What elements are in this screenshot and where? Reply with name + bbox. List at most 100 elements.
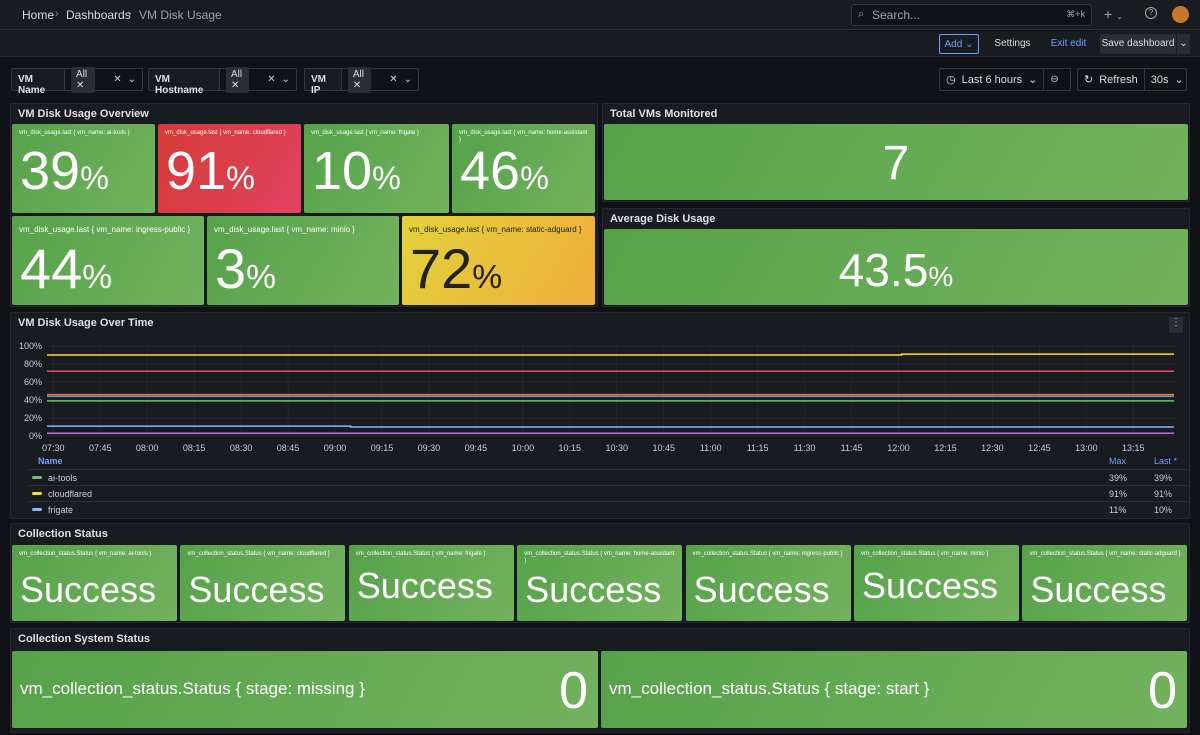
collection-status-stat[interactable]: vm_collection_status.Status { vm_name: s… [1022, 545, 1188, 621]
stat-value: 46 [460, 141, 521, 201]
legend-item[interactable]: frigate 11% 10% [28, 501, 1188, 517]
x-tick-label: 11:45 [841, 443, 863, 453]
exit-edit-button[interactable]: Exit edit [1050, 38, 1087, 49]
collection-status-stat[interactable]: vm_collection_status.Status { vm_name: m… [854, 545, 1019, 621]
disk-usage-stat[interactable]: vm_disk_usage.last { vm_name: ai-tools }… [12, 124, 155, 213]
search-icon: ⌕ [858, 8, 865, 20]
x-tick-label: 10:45 [652, 443, 675, 453]
search-shortcut: ⌘+k [1066, 9, 1085, 19]
breadcrumb-separator: › [128, 8, 132, 20]
refresh-interval-select[interactable]: 30s ⌄ [1143, 69, 1190, 90]
stat-label: vm_collection_status.Status { stage: sta… [609, 679, 930, 698]
zoom-out-icon[interactable]: ⊖ [1043, 69, 1064, 90]
stat-label: vm_collection_status.Status { vm_name: i… [692, 551, 843, 557]
collection-status-stat[interactable]: vm_collection_status.Status { vm_name: a… [12, 545, 177, 621]
panel-title: Total VMs Monitored [610, 108, 718, 120]
x-tick-label: 13:00 [1075, 443, 1098, 453]
panel-menu-icon[interactable]: ⋮ [1169, 317, 1183, 333]
disk-usage-stat[interactable]: vm_disk_usage.last { vm_name: cloudflare… [158, 124, 301, 213]
search-input[interactable]: ⌕ Search... ⌘+k [851, 4, 1092, 26]
stat-value: 0 [559, 662, 588, 720]
collection-status-stat[interactable]: vm_collection_status.Status { vm_name: c… [180, 545, 346, 621]
collection-status-stat[interactable]: vm_collection_status.Status { vm_name: i… [685, 545, 851, 621]
legend-max: 39% [1109, 473, 1128, 483]
variable-select[interactable]: VM Hostname All ✕ ✕ ⌄ [148, 66, 297, 96]
legend-header-last[interactable]: Last * [1154, 456, 1178, 466]
add-button[interactable]: Add ⌄ [939, 34, 979, 54]
save-options-chevron-icon[interactable]: ⌄ [1177, 34, 1190, 54]
legend-header-name[interactable]: Name [38, 456, 63, 466]
x-tick-label: 12:30 [981, 443, 1004, 453]
avatar[interactable] [1172, 6, 1189, 23]
help-icon[interactable]: ? [1145, 7, 1157, 19]
y-tick-label: 20% [24, 413, 42, 423]
time-range-picker[interactable]: ◷ Last 6 hours ⌄ ⊖ [939, 68, 1071, 91]
refresh-button[interactable]: ↻ Refresh [1078, 69, 1144, 90]
average-value: 43.5 [838, 244, 929, 296]
disk-usage-stat[interactable]: vm_disk_usage.last { vm_name: frigate } 1… [304, 124, 449, 213]
average-disk-stat: 43.5% [604, 229, 1188, 305]
variable-label: VM IP [305, 69, 342, 96]
system-status-stat[interactable]: vm_collection_status.Status { stage: sta… [601, 651, 1187, 728]
legend-max: 11% [1109, 505, 1127, 515]
add-label: Add [944, 39, 963, 50]
disk-usage-stat[interactable]: vm_disk_usage.last { vm_name: ingress-pu… [12, 216, 204, 305]
breadcrumb-home[interactable]: Home [22, 8, 55, 22]
legend-last: 10% [1154, 505, 1173, 515]
variable-select[interactable]: VM Name All ✕ ✕ ⌄ [11, 66, 143, 96]
system-status-stat[interactable]: vm_collection_status.Status { stage: mis… [12, 651, 598, 728]
disk-usage-stat[interactable]: vm_disk_usage.last { vm_name: static-adg… [402, 216, 595, 305]
stat-unit: % [80, 160, 109, 196]
disk-usage-stat[interactable]: vm_disk_usage.last { vm_name: home-assis… [452, 124, 595, 213]
stat-label: vm_collection_status.Status { vm_name: h… [524, 551, 675, 564]
variable-chip[interactable]: All ✕ [347, 66, 372, 93]
chevron-down-icon[interactable]: ⌄ [403, 74, 412, 85]
stat-value: Success [1030, 569, 1167, 610]
stat-value: Success [693, 569, 830, 610]
x-tick-label: 09:15 [371, 443, 394, 453]
collection-status-stat[interactable]: vm_collection_status.Status { vm_name: f… [348, 545, 514, 621]
stat-label: vm_disk_usage.last { vm_name: frigate } [311, 130, 420, 136]
stat-value: 3 [215, 237, 247, 300]
variable-select[interactable]: VM IP All ✕ ✕ ⌄ [304, 66, 419, 96]
total-vms-value: 7 [882, 137, 910, 190]
panel-title: Average Disk Usage [610, 213, 716, 225]
panel-average-disk-usage: Average Disk Usage 43.5% [602, 208, 1190, 307]
variable-chip[interactable]: All ✕ [71, 66, 96, 93]
clear-icon[interactable]: ✕ [389, 74, 398, 85]
chevron-down-icon[interactable]: ⌄ [127, 74, 136, 85]
stat-label: vm_disk_usage.last { vm_name: minio } [214, 225, 355, 234]
stat-value: Success [20, 569, 157, 610]
legend-item[interactable]: ai-tools 39% 39% [28, 469, 1188, 485]
stat-value: 0 [1148, 662, 1177, 720]
settings-button[interactable]: Settings [994, 38, 1031, 49]
refresh-interval: 30s [1150, 73, 1169, 86]
chevron-down-icon[interactable]: ⌄ [281, 74, 290, 85]
stat-value: 39 [20, 141, 81, 201]
x-tick-label: 11:15 [747, 443, 769, 453]
legend-series-name: ai-tools [48, 473, 78, 483]
plus-icon[interactable]: + ⌄ [1104, 6, 1123, 22]
panel-title: VM Disk Usage Over Time [18, 317, 154, 329]
refresh-picker[interactable]: ↻ Refresh 30s ⌄ [1077, 68, 1187, 91]
collection-status-stat[interactable]: vm_collection_status.Status { vm_name: h… [517, 545, 683, 621]
breadcrumb-dashboards[interactable]: Dashboards [66, 8, 131, 22]
stat-value: 44 [20, 237, 83, 300]
clear-icon[interactable]: ✕ [113, 74, 122, 85]
legend-header-max[interactable]: Max [1109, 456, 1127, 466]
stat-unit: % [372, 160, 401, 196]
stat-value: Success [356, 565, 493, 606]
stat-label: vm_collection_status.Status { vm_name: s… [1029, 551, 1181, 557]
legend-max: 91% [1109, 489, 1128, 499]
panel-title: VM Disk Usage Overview [18, 108, 149, 120]
legend-item[interactable]: cloudflared 91% 91% [28, 485, 1188, 501]
legend-last: 91% [1154, 489, 1173, 499]
x-tick-label: 08:30 [230, 443, 253, 453]
disk-usage-stat[interactable]: vm_disk_usage.last { vm_name: minio } 3% [207, 216, 399, 305]
save-dashboard-button[interactable]: Save dashboard [1100, 34, 1176, 54]
stat-unit: % [246, 259, 277, 296]
x-tick-label: 08:15 [183, 443, 206, 453]
variable-chip[interactable]: All ✕ [225, 66, 250, 93]
y-tick-label: 80% [24, 359, 42, 369]
clear-icon[interactable]: ✕ [267, 74, 276, 85]
